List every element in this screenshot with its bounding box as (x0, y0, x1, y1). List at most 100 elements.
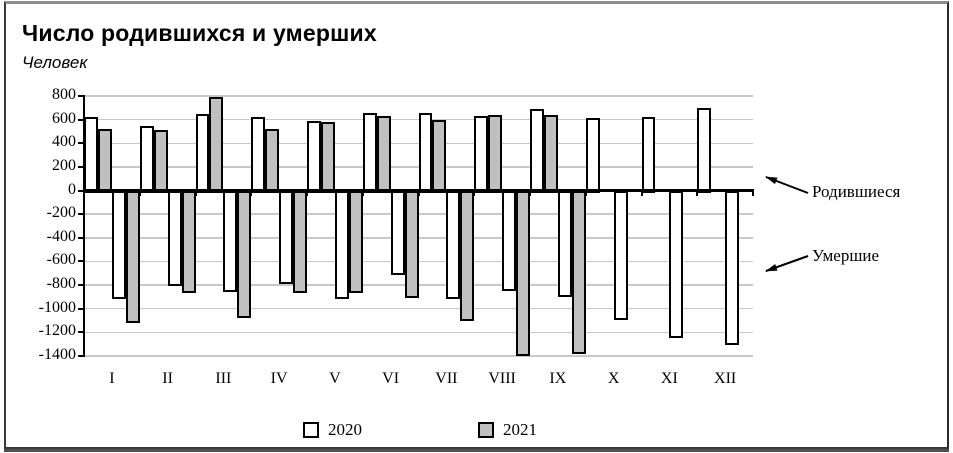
x-axis-label-XI: XI (660, 370, 678, 387)
y-axis-label: -400 (46, 227, 76, 245)
x-axis-label-I: I (109, 370, 115, 387)
legend-swatch-2021 (478, 422, 494, 438)
legend-label: 2021 (503, 420, 537, 439)
bar-Родившиеся-2020-VIII (474, 116, 489, 193)
bar-Умершие-2020-IX (557, 190, 572, 297)
gridline (84, 284, 753, 286)
y-axis-tick (78, 236, 84, 239)
bar-Родившиеся-2020-VII (418, 112, 433, 193)
x-axis-label-II: II (162, 370, 173, 387)
category-axis-tick (529, 190, 531, 196)
y-axis-label: 400 (52, 133, 76, 151)
bar-Умершие-2021-II (181, 190, 196, 293)
bar-Родившиеся-2021-III (209, 97, 224, 193)
bar-Родившиеся-2020-XII (697, 107, 712, 193)
legend-item-2020: 2020 (303, 420, 362, 440)
x-axis-label-III: III (215, 370, 232, 387)
bar-Умершие-2021-VIII (516, 190, 530, 356)
y-axis-label: -800 (46, 275, 76, 293)
bar-Умершие-2021-I (125, 190, 140, 323)
category-axis-tick (417, 190, 420, 196)
bar-Родившиеся-2021-V (320, 122, 335, 193)
bar-Родившиеся-2020-I (84, 117, 98, 193)
births-annotation-label: Родившиеся (812, 182, 901, 201)
y-axis-label: -200 (46, 204, 76, 222)
bar-Родившиеся-2020-VI (362, 113, 377, 193)
category-axis-tick (306, 190, 308, 196)
bar-Умершие-2021-V (348, 190, 363, 293)
category-axis-tick (752, 190, 754, 196)
bar-Умершие-2021-VI (404, 190, 419, 298)
bar-Родившиеся-2020-IV (251, 117, 266, 193)
gridline (84, 237, 753, 239)
bar-Умершие-2020-V (334, 190, 349, 299)
bar-Умершие-2020-XI (669, 190, 684, 338)
x-axis-label-VIII: VIII (488, 370, 516, 387)
legend-label: 2020 (328, 420, 362, 439)
bar-Умершие-2020-IV (279, 190, 294, 284)
y-axis-tick (78, 213, 84, 216)
category-axis-tick (584, 190, 587, 196)
x-axis-label-V: V (329, 370, 341, 387)
bar-Умершие-2020-X (613, 190, 628, 321)
y-axis-label: 600 (52, 109, 76, 127)
gridline (84, 331, 753, 334)
category-axis-tick (138, 190, 141, 196)
gridline (84, 213, 753, 215)
chart-units-label: Человек (22, 53, 88, 72)
y-axis-label: -1200 (38, 322, 76, 340)
y-axis-tick (78, 355, 84, 357)
category-axis-tick (473, 190, 476, 196)
y-axis-tick (78, 331, 84, 334)
bar-Родившиеся-2020-IX (530, 109, 544, 193)
y-axis-tick (78, 189, 84, 192)
bar-Умершие-2020-VII (446, 190, 461, 299)
bar-Родившиеся-2021-II (153, 130, 168, 193)
x-axis-label-IV: IV (270, 370, 288, 387)
bar-Родившиеся-2020-X (585, 118, 600, 193)
y-axis-tick (78, 284, 84, 287)
x-axis-label-VI: VI (382, 370, 400, 387)
gridline (84, 355, 753, 357)
gridline (84, 95, 753, 97)
bar-Родившиеся-2021-I (97, 129, 112, 193)
y-axis-label: -600 (46, 251, 76, 269)
y-axis-label: -1000 (38, 298, 76, 316)
y-axis-label: 0 (68, 180, 76, 198)
bar-Умершие-2020-VI (390, 190, 405, 276)
bar-Родившиеся-2021-IV (265, 129, 280, 193)
legend-swatch-2020 (303, 422, 319, 438)
bar-Родившиеся-2021-IX (543, 114, 558, 193)
y-axis-tick (78, 118, 84, 121)
y-axis-line (83, 95, 85, 357)
y-axis-label: 200 (52, 156, 76, 174)
bar-Умершие-2021-III (237, 190, 252, 318)
x-axis-label-IX: IX (549, 370, 567, 387)
chart-legend: 2020 2021 (0, 420, 953, 444)
bar-Родившиеся-2020-V (307, 120, 321, 193)
bar-Умершие-2021-IV (293, 190, 307, 293)
chart-title: Число родившихся и умерших (22, 20, 377, 46)
y-axis-label: 800 (52, 86, 76, 103)
bar-Умершие-2020-II (167, 190, 182, 286)
y-axis-tick (78, 307, 84, 310)
category-axis-tick (194, 190, 197, 196)
x-axis-label-VII: VII (435, 370, 458, 387)
bar-Родившиеся-2021-VIII (488, 114, 503, 193)
bar-Родившиеся-2021-VI (376, 116, 391, 193)
bar-Умершие-2021-VII (460, 190, 475, 322)
category-axis-tick (696, 190, 699, 196)
x-axis-label-X: X (607, 370, 620, 387)
y-axis-tick (78, 165, 84, 168)
y-axis-tick (78, 95, 84, 97)
deaths-annotation-label: Умершие (812, 246, 880, 265)
category-axis-tick (250, 190, 253, 196)
bar-Родившиеся-2021-VII (432, 119, 447, 193)
y-axis-tick (78, 260, 84, 263)
chart-frame (4, 1, 949, 449)
y-axis-tick (78, 142, 84, 145)
bar-Умершие-2020-I (111, 190, 126, 299)
bar-Умершие-2020-III (223, 190, 238, 292)
zero-axis-line (84, 189, 754, 192)
category-axis-tick (640, 190, 643, 196)
